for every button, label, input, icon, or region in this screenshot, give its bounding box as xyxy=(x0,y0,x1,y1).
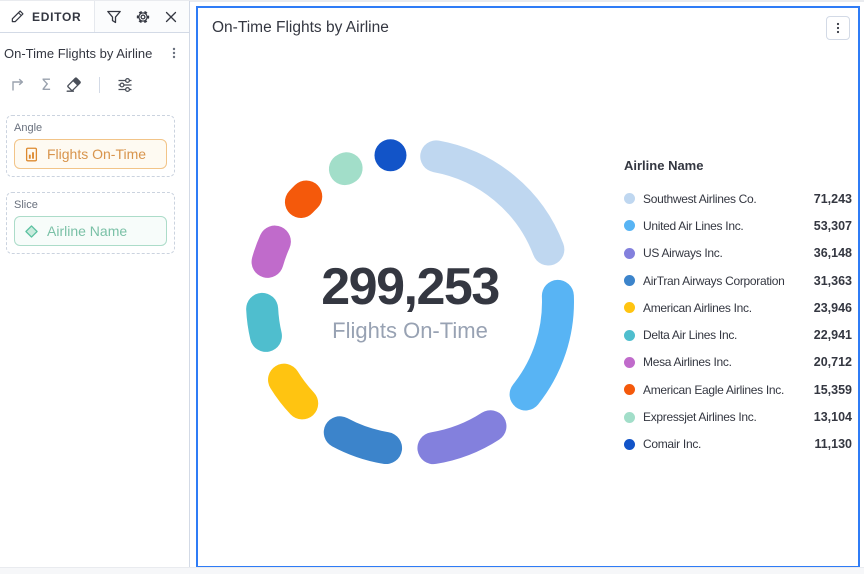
legend-item[interactable]: American Eagle Airlines Inc. 15,359 xyxy=(624,376,852,403)
legend-item[interactable]: Expressjet Airlines Inc. 13,104 xyxy=(624,403,852,430)
angle-label: Angle xyxy=(14,122,43,134)
corner-arrow-icon xyxy=(9,76,27,94)
legend-item[interactable]: AirTran Airways Corporation 31,363 xyxy=(624,267,852,294)
donut-slice[interactable] xyxy=(417,410,507,465)
tab-editor-label: EDITOR xyxy=(32,9,82,24)
legend-swatch-icon xyxy=(624,356,635,368)
legend-label: Delta Air Lines Inc. xyxy=(643,328,738,343)
legend-swatch-icon xyxy=(624,411,635,423)
legend-swatch-icon xyxy=(624,302,635,314)
eraser-button[interactable] xyxy=(63,74,85,96)
donut-slice[interactable] xyxy=(328,152,363,186)
legend-item[interactable]: Delta Air Lines Inc. 22,941 xyxy=(624,321,852,348)
angle-field-pill[interactable]: Flights On-Time xyxy=(14,139,167,169)
legend-label: American Eagle Airlines Inc. xyxy=(643,382,785,397)
legend-items: Southwest Airlines Co. 71,243 United Air L… xyxy=(624,185,852,458)
legend-label: Southwest Airlines Co. xyxy=(643,191,757,206)
legend-swatch-icon xyxy=(624,275,635,287)
legend-item[interactable]: Mesa Airlines Inc. 20,712 xyxy=(624,349,852,376)
legend-item[interactable]: United Air Lines Inc. 53,307 xyxy=(624,212,852,239)
viz-panel[interactable]: On-Time Flights by Airline 299,253 Fligh… xyxy=(196,6,860,568)
legend-label: United Air Lines Inc. xyxy=(643,218,744,233)
legend-item[interactable]: US Airways Inc. 36,148 xyxy=(624,240,852,267)
legend-value: 23,946 xyxy=(813,300,852,315)
metric-document-icon xyxy=(24,147,39,162)
donut-slice[interactable] xyxy=(323,416,403,465)
donut-slice[interactable] xyxy=(284,180,323,218)
legend-value: 20,712 xyxy=(813,355,852,370)
panel-options-button[interactable] xyxy=(826,16,850,40)
legend-item[interactable]: Southwest Airlines Co. 71,243 xyxy=(624,185,852,212)
sidebar-header: EDITOR xyxy=(0,1,189,33)
diamond-icon xyxy=(24,224,39,239)
legend-value: 13,104 xyxy=(813,410,852,425)
legend-title: Airline Name xyxy=(624,158,704,173)
layer-toolbar: Σ xyxy=(0,66,189,106)
legend-value: 71,243 xyxy=(813,191,852,206)
filter-button[interactable] xyxy=(104,7,124,27)
gear-icon xyxy=(135,9,151,25)
close-editor-button[interactable] xyxy=(162,8,180,26)
sidebar-header-actions xyxy=(94,1,189,32)
donut-slice[interactable] xyxy=(268,363,319,420)
donut-slice[interactable] xyxy=(251,225,291,278)
angle-field-label: Flights On-Time xyxy=(47,146,147,162)
legend-value: 11,130 xyxy=(814,437,852,452)
eraser-icon xyxy=(65,76,83,94)
slice-label: Slice xyxy=(14,199,38,211)
legend-swatch-icon xyxy=(624,438,635,450)
legend-value: 31,363 xyxy=(813,273,852,288)
legend-label: AirTran Airways Corporation xyxy=(643,273,785,288)
pencil-icon xyxy=(10,9,25,24)
slice-field-label: Airline Name xyxy=(47,223,128,239)
layer-title: On-Time Flights by Airline xyxy=(4,45,153,61)
editor-sidebar: EDITOR On-Time Flights by Airline xyxy=(0,1,190,568)
toolbar-divider xyxy=(99,77,101,93)
legend-value: 15,359 xyxy=(813,382,852,397)
legend-swatch-icon xyxy=(624,193,635,205)
donut-chart xyxy=(246,139,574,465)
bottom-strip xyxy=(0,567,864,574)
corner-arrow-button[interactable] xyxy=(7,74,29,96)
sliders-icon xyxy=(116,76,134,94)
viz-panel-title: On-Time Flights by Airline xyxy=(212,19,389,36)
slice-field-pill[interactable]: Airline Name xyxy=(14,216,167,246)
legend-swatch-icon xyxy=(624,329,635,341)
sigma-icon: Σ xyxy=(41,75,52,94)
app-top-edge xyxy=(0,0,864,2)
legend-swatch-icon xyxy=(624,220,635,232)
donut-slice[interactable] xyxy=(374,139,407,172)
donut-slice[interactable] xyxy=(246,292,282,352)
layer-menu-button[interactable] xyxy=(165,44,183,62)
donut-slice[interactable] xyxy=(509,279,574,411)
legend-label: Comair Inc. xyxy=(643,437,702,452)
legend: Airline Name Southwest Airlines Co. 71,24… xyxy=(624,158,852,458)
donut-slice[interactable] xyxy=(420,140,565,266)
tab-editor[interactable]: EDITOR xyxy=(0,1,94,32)
legend-swatch-icon xyxy=(624,247,635,259)
legend-label: Mesa Airlines Inc. xyxy=(643,355,732,370)
legend-item[interactable]: Comair Inc. 11,130 xyxy=(624,431,852,458)
slice-drop-zone[interactable]: Slice Airline Name xyxy=(6,192,175,254)
legend-item[interactable]: American Airlines Inc. 23,946 xyxy=(624,294,852,321)
close-icon xyxy=(164,10,178,24)
legend-value: 36,148 xyxy=(813,246,852,261)
chart-settings-button[interactable] xyxy=(114,74,136,96)
legend-swatch-icon xyxy=(624,384,635,396)
legend-value: 22,941 xyxy=(813,328,852,343)
sigma-button[interactable]: Σ xyxy=(39,75,53,95)
legend-value: 53,307 xyxy=(813,218,852,233)
vertical-dots-icon xyxy=(832,22,844,34)
settings-button[interactable] xyxy=(133,7,153,27)
legend-label: Expressjet Airlines Inc. xyxy=(643,410,757,425)
vertical-dots-icon xyxy=(167,46,181,60)
layer-title-row: On-Time Flights by Airline xyxy=(0,33,189,66)
filter-icon xyxy=(106,9,122,25)
legend-label: American Airlines Inc. xyxy=(643,300,752,315)
angle-drop-zone[interactable]: Angle Flights On-Time xyxy=(6,115,175,177)
legend-label: US Airways Inc. xyxy=(643,246,723,261)
